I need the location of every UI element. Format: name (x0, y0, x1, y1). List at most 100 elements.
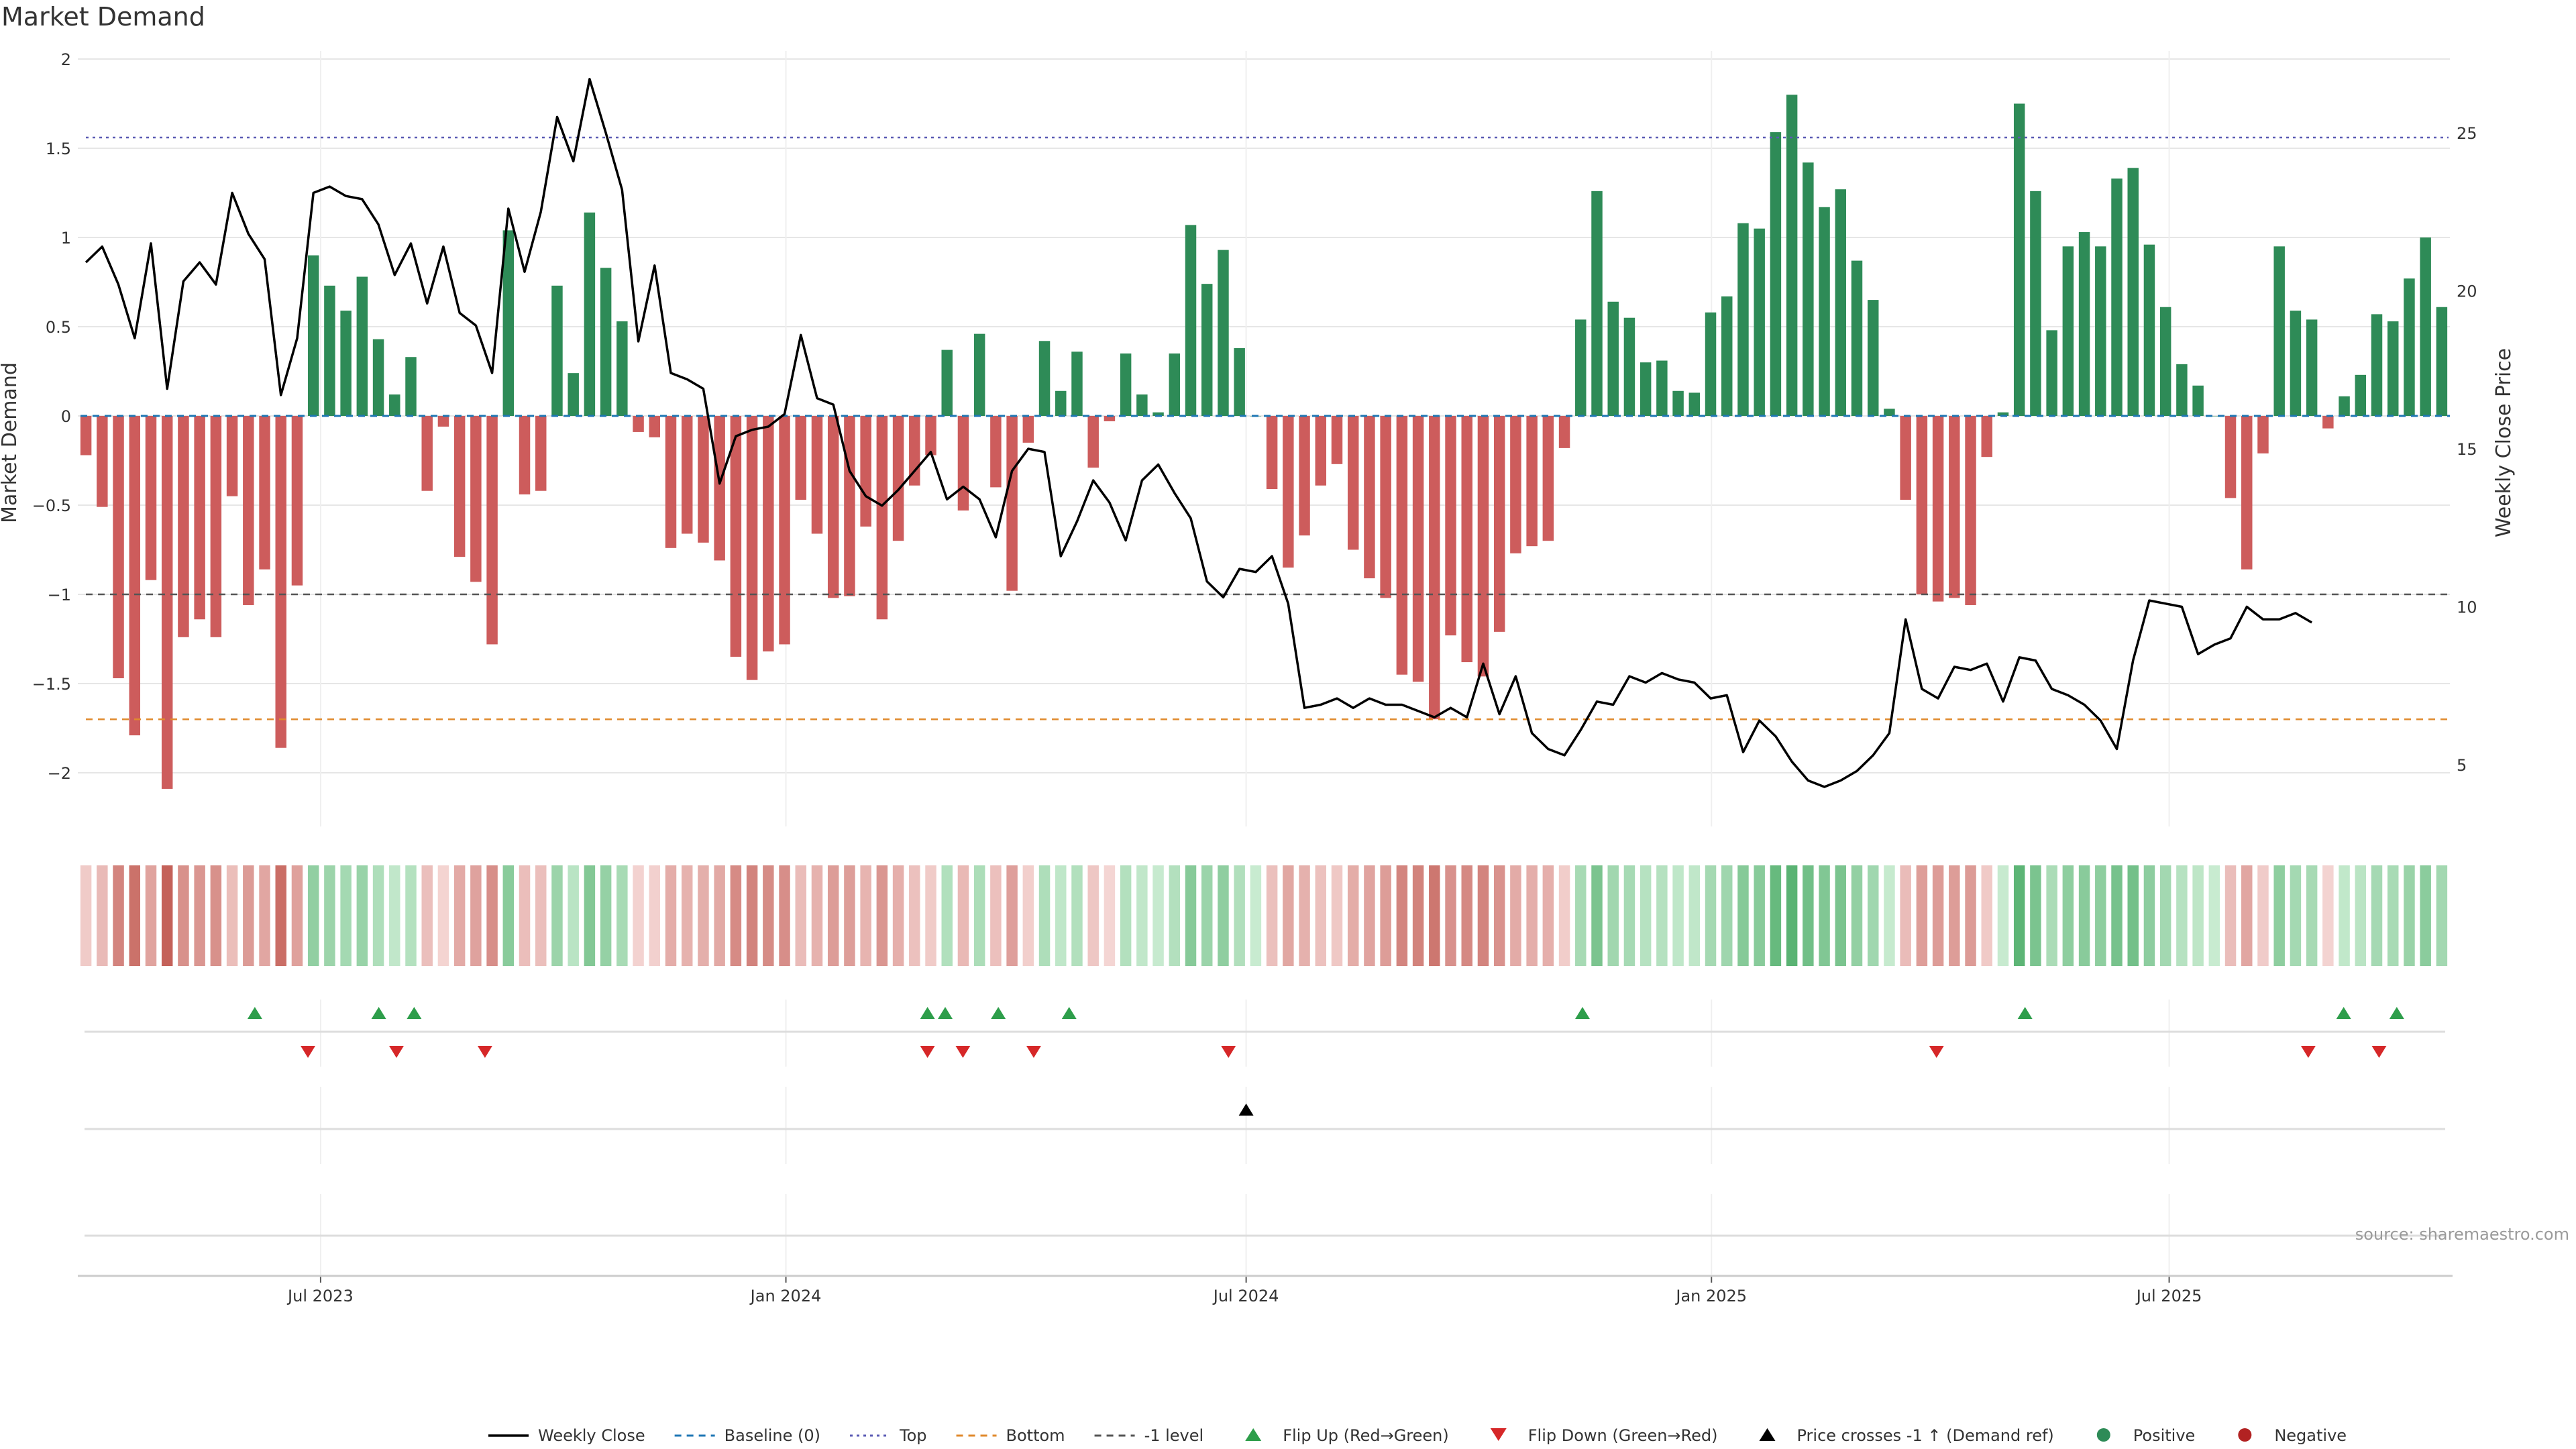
heat-cell (827, 865, 839, 966)
heat-cell (795, 865, 806, 966)
heat-cell (1607, 865, 1619, 966)
demand-bar (1055, 390, 1067, 416)
demand-bar (811, 416, 823, 534)
heat-cell (2273, 865, 2285, 966)
heat-cell (1835, 865, 1847, 966)
demand-bar (1981, 416, 1992, 458)
heat-cell (1429, 865, 1440, 966)
heat-cell (973, 865, 985, 966)
demand-bar (1006, 416, 1018, 591)
demand-bar (2192, 385, 2204, 416)
event-panels (85, 1007, 2445, 1237)
heat-cell (324, 865, 335, 966)
heat-cell (2224, 865, 2237, 966)
demand-bar (633, 416, 644, 432)
demand-bar (1623, 317, 1635, 416)
demand-bar (291, 416, 303, 586)
demand-bar (1477, 416, 1489, 677)
x-tick-label: Jul 2024 (1212, 1287, 1279, 1305)
heat-cell (1152, 865, 1164, 966)
heat-cell (1916, 865, 1928, 966)
demand-bar (1965, 416, 1976, 605)
heat-cell (1038, 865, 1051, 966)
heat-cell (243, 865, 254, 966)
demand-bar (1672, 390, 1684, 416)
demand-bar (178, 416, 189, 637)
legend-label-weekly-close: Weekly Close (538, 1426, 645, 1445)
heat-cell (1786, 865, 1798, 966)
y2-axis-label: Weekly Close Price (2492, 348, 2516, 537)
y-tick-label: −0.5 (32, 496, 71, 515)
heat-cell (1201, 865, 1213, 966)
demand-bar (372, 339, 384, 416)
demand-bar (437, 416, 449, 427)
demand-bar (1721, 296, 1733, 416)
demand-bar (1493, 416, 1505, 632)
demand-bar (844, 416, 855, 596)
y2-tick-label: 10 (2457, 598, 2477, 617)
heat-cell (178, 865, 189, 966)
flip-up-marker (2389, 1007, 2404, 1019)
demand-bar (1429, 416, 1440, 720)
heat-cell (210, 865, 222, 966)
weekly-close-line (85, 78, 2312, 788)
demand-bar (1120, 353, 1132, 416)
demand-bar (1266, 416, 1278, 490)
heat-cell (1997, 865, 2009, 966)
heat-cell (568, 865, 579, 966)
heat-cell (1721, 865, 1733, 966)
heat-cell (746, 865, 758, 966)
heat-cell (1347, 865, 1359, 966)
flip-down-marker (2371, 1046, 2387, 1058)
heat-cell (535, 865, 547, 966)
demand-bar (1851, 260, 1863, 416)
heat-cell (1315, 865, 1327, 966)
heat-cell (714, 865, 725, 966)
demand-bar (827, 416, 839, 598)
demand-bar (1607, 301, 1619, 416)
demand-bar (113, 416, 124, 679)
heat-cell (1234, 865, 1245, 966)
x-tick-label: Jul 2025 (2135, 1287, 2202, 1305)
heat-cell (275, 865, 286, 966)
heat-cell (2355, 865, 2367, 966)
demand-bar (243, 416, 254, 605)
flip-up-marker (2336, 1007, 2351, 1019)
demand-bar (1136, 394, 1148, 416)
demand-bar (2224, 416, 2237, 498)
heat-cell (437, 865, 449, 966)
legend-swatch-price-crosses-1-demand-ref (1759, 1428, 1776, 1441)
demand-bar (194, 416, 205, 620)
heat-cell (1981, 865, 1992, 966)
heat-cell (2420, 865, 2431, 966)
heat-cell (876, 865, 888, 966)
heat-cell (1364, 865, 1375, 966)
heat-cell (2290, 865, 2302, 966)
demand-bar (1510, 416, 1521, 553)
heat-cell (1185, 865, 1197, 966)
heat-cell (1526, 865, 1538, 966)
reference-lines (80, 136, 2450, 720)
heat-cell (2387, 865, 2399, 966)
demand-bar (1185, 225, 1197, 416)
heat-cell (584, 865, 596, 966)
y-tick-label: 1 (61, 229, 71, 248)
legend-label-bottom: Bottom (1006, 1426, 1065, 1445)
demand-bar (568, 373, 579, 416)
demand-bar (1201, 284, 1213, 416)
grid (78, 51, 2450, 1275)
legend-label-positive: Positive (2133, 1426, 2196, 1445)
demand-bar (1916, 416, 1928, 594)
heat-cell (1136, 865, 1148, 966)
heat-cell (1819, 865, 1830, 966)
heat-cell (1055, 865, 1067, 966)
heat-cell (1640, 865, 1652, 966)
heat-cell (925, 865, 936, 966)
demand-bar (746, 416, 758, 680)
demand-bar (730, 416, 742, 657)
heat-cell (1283, 865, 1294, 966)
demand-bar (2095, 246, 2106, 416)
demand-bar (1932, 416, 1944, 602)
heat-cell (470, 865, 482, 966)
heat-cell (2046, 865, 2057, 966)
